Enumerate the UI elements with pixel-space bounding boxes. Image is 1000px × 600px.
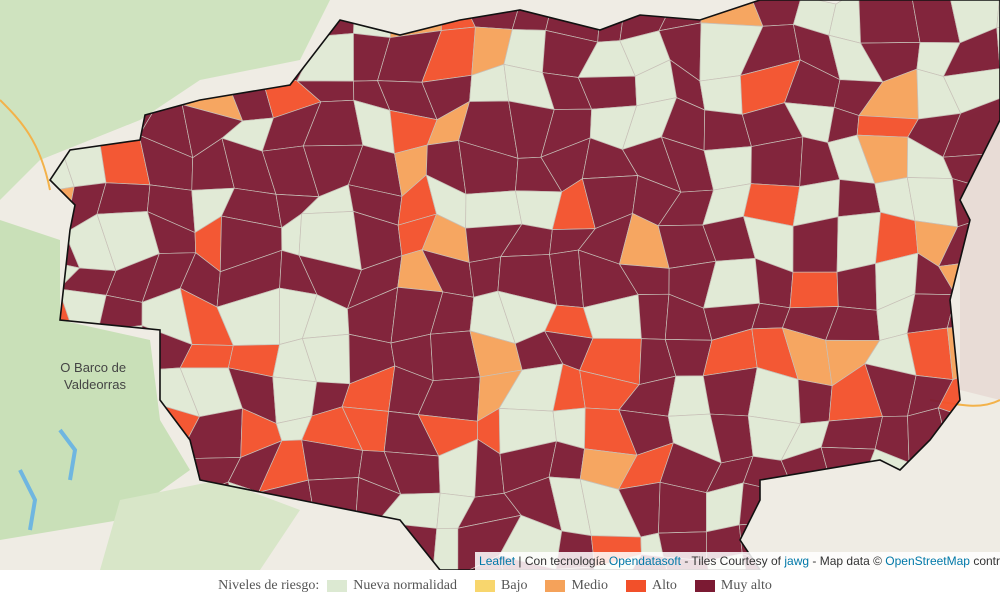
legend-label: Nueva normalidad <box>353 578 458 593</box>
municipality[interactable] <box>637 293 670 340</box>
attribution: Leaflet | Con tecnología Opendatasoft - … <box>475 552 1000 570</box>
legend-item: Bajo <box>475 578 527 594</box>
forest-area <box>100 480 300 570</box>
text: contr <box>969 554 1000 568</box>
legend-label: Medio <box>571 578 609 593</box>
municipality[interactable] <box>836 263 878 311</box>
legend-swatch <box>327 579 348 592</box>
map[interactable]: O Barco de Valdeorras <box>0 0 1000 570</box>
municipality[interactable] <box>942 68 1000 114</box>
legend-label: Muy alto <box>720 578 772 593</box>
link[interactable]: jawg <box>784 554 810 568</box>
text: - Tiles Courtesy of <box>680 554 785 568</box>
forest-area <box>0 0 330 200</box>
place-label-line: Valdeorras <box>64 377 126 392</box>
municipality[interactable] <box>858 0 921 44</box>
link[interactable]: Leaflet <box>479 554 516 568</box>
legend-swatch <box>475 579 496 592</box>
legend-title: Niveles de riesgo: <box>218 578 320 593</box>
municipality[interactable] <box>856 115 919 138</box>
link[interactable]: Opendatasoft <box>608 554 681 568</box>
legend-item: Alto <box>626 578 677 594</box>
legend-swatch <box>626 579 647 592</box>
municipality[interactable] <box>792 216 839 273</box>
legend-label: Alto <box>652 578 677 593</box>
legend-label: Bajo <box>501 578 528 593</box>
place-label: O Barco de Valdeorras <box>60 360 129 392</box>
municipality[interactable] <box>465 190 523 229</box>
municipality[interactable] <box>699 75 743 115</box>
municipality[interactable] <box>837 179 881 218</box>
municipality[interactable] <box>996 26 1000 70</box>
legend-item: Medio <box>545 578 608 594</box>
municipality[interactable] <box>432 527 459 570</box>
municipality[interactable] <box>820 416 883 450</box>
legend-item: Muy alto <box>694 578 772 594</box>
text: | Con tecnología <box>515 554 609 568</box>
municipality[interactable] <box>789 271 839 309</box>
river <box>18 428 78 531</box>
place-label-line: O Barco de <box>60 360 126 375</box>
municipality[interactable] <box>906 177 958 228</box>
municipality[interactable] <box>996 0 1000 28</box>
legend-swatch <box>694 579 715 592</box>
municipality[interactable] <box>468 256 502 298</box>
forest-area <box>0 220 190 540</box>
link[interactable]: OpenStreetMap <box>885 554 970 568</box>
municipality[interactable] <box>836 211 881 273</box>
text: - Map data © <box>809 554 886 568</box>
legend: Niveles de riesgo: Nueva normalidad Bajo M… <box>0 572 1000 600</box>
municipality[interactable] <box>797 378 833 425</box>
municipality[interactable] <box>96 182 151 215</box>
municipality[interactable] <box>667 375 711 417</box>
road <box>0 99 51 191</box>
legend-swatch <box>545 579 566 592</box>
legend-item: Nueva normalidad <box>327 578 457 594</box>
municipality[interactable] <box>702 367 758 417</box>
